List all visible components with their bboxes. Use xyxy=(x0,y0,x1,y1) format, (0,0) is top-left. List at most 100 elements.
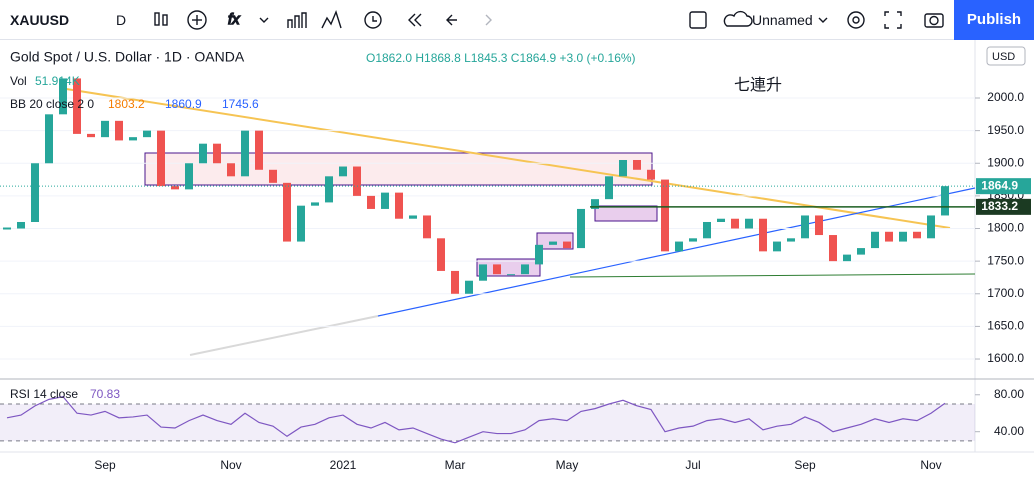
y-tick-label: 1800.0 xyxy=(987,221,1024,235)
bb-label: BB 20 close 2 0 xyxy=(10,97,94,111)
bb-value: 1803.2 xyxy=(108,97,145,111)
x-tick-label: Mar xyxy=(445,458,466,472)
candle xyxy=(437,238,445,271)
symbol[interactable]: XAUUSD xyxy=(10,12,70,28)
candle xyxy=(619,159,627,177)
price-axis-bg xyxy=(975,40,1034,481)
rectangle-drawing xyxy=(594,205,658,222)
candle xyxy=(857,248,865,255)
candle xyxy=(31,163,39,222)
candle xyxy=(255,130,263,170)
candle xyxy=(129,137,137,141)
toolbar-icons-right xyxy=(689,10,944,29)
candle xyxy=(717,218,725,222)
candle xyxy=(829,235,837,262)
candle xyxy=(493,264,501,275)
rsi-value: 70.83 xyxy=(90,387,120,401)
candle xyxy=(913,231,921,239)
candle xyxy=(773,241,781,252)
drawings xyxy=(59,87,976,356)
interval[interactable]: D xyxy=(116,12,127,28)
trend-line xyxy=(59,87,951,229)
candle xyxy=(507,274,515,276)
candle xyxy=(927,215,935,239)
candle xyxy=(185,163,193,190)
y-tick-label: 1750.0 xyxy=(987,253,1024,267)
trend-line xyxy=(569,273,976,278)
candle xyxy=(703,221,711,239)
candle xyxy=(801,215,809,239)
x-tick-label: Jul xyxy=(685,458,700,472)
candle xyxy=(199,143,207,164)
toolbar-icons: fx xyxy=(154,9,492,30)
candle xyxy=(647,169,655,180)
chart: USD 1600.01650.01700.01750.01800.01850.0… xyxy=(0,40,1034,481)
candle xyxy=(115,120,123,141)
y-tick-label: 1900.0 xyxy=(987,155,1024,169)
candle xyxy=(689,238,697,242)
last-price-label-bg xyxy=(976,178,1031,195)
candle xyxy=(87,133,95,138)
hline-label-bg xyxy=(976,198,1031,215)
candle xyxy=(941,186,949,216)
candle xyxy=(45,114,53,164)
publish-button[interactable]: Publish xyxy=(954,0,1034,40)
rsi-line xyxy=(6,395,946,444)
currency[interactable]: USD xyxy=(992,51,1015,63)
x-tick-label: Nov xyxy=(220,458,241,472)
candle xyxy=(395,192,403,219)
candle xyxy=(367,195,375,209)
x-tick-label: Sep xyxy=(794,458,816,472)
toolbar: XAUUSD D fx Unnamed Publish xyxy=(0,0,1034,40)
candle xyxy=(759,218,767,252)
candle xyxy=(59,78,67,115)
annotation: 七連升 xyxy=(734,76,782,94)
candle xyxy=(157,130,165,187)
candle xyxy=(787,238,795,242)
candle xyxy=(171,186,179,190)
candle xyxy=(241,130,249,177)
candle xyxy=(605,176,613,200)
last-price-label: 1864.9 xyxy=(981,178,1018,192)
candle xyxy=(283,182,291,242)
svg-text:fx: fx xyxy=(228,11,240,28)
y-tick-label: 1700.0 xyxy=(987,286,1024,300)
candle xyxy=(17,221,25,229)
candle xyxy=(563,241,571,249)
candle xyxy=(591,199,599,209)
candle xyxy=(871,231,879,249)
candle xyxy=(409,215,417,219)
candle xyxy=(465,280,473,294)
trend-line xyxy=(377,187,976,317)
candle xyxy=(885,231,893,242)
candle xyxy=(899,231,907,242)
candle xyxy=(549,241,557,245)
candle xyxy=(815,215,823,236)
candle xyxy=(843,254,851,262)
x-tick-label: Nov xyxy=(920,458,941,472)
candle xyxy=(227,163,235,177)
candle xyxy=(661,179,669,252)
layout-name[interactable]: Unnamed xyxy=(752,12,813,28)
chart-title: Gold Spot / U.S. Dollar · 1D · OANDA xyxy=(10,49,245,65)
currency-box[interactable] xyxy=(986,46,1026,66)
candle xyxy=(451,270,459,294)
candle xyxy=(143,130,151,138)
candle xyxy=(325,176,333,203)
x-tick-label: May xyxy=(556,458,579,472)
candle xyxy=(269,169,277,183)
trend-line xyxy=(189,315,379,356)
y-tick-label: 40.00 xyxy=(994,424,1024,438)
bb-value: 1745.6 xyxy=(222,97,259,111)
candle xyxy=(213,143,221,164)
candle xyxy=(311,202,319,206)
hline-label: 1833.2 xyxy=(981,199,1018,213)
candle xyxy=(339,166,347,177)
candle xyxy=(381,192,389,209)
candle xyxy=(521,264,529,275)
rsi-label: RSI 14 close xyxy=(10,387,78,401)
x-tick-label: Sep xyxy=(94,458,116,472)
candle xyxy=(297,205,305,242)
y-tick-label: 1950.0 xyxy=(987,123,1024,137)
candle xyxy=(577,208,585,249)
